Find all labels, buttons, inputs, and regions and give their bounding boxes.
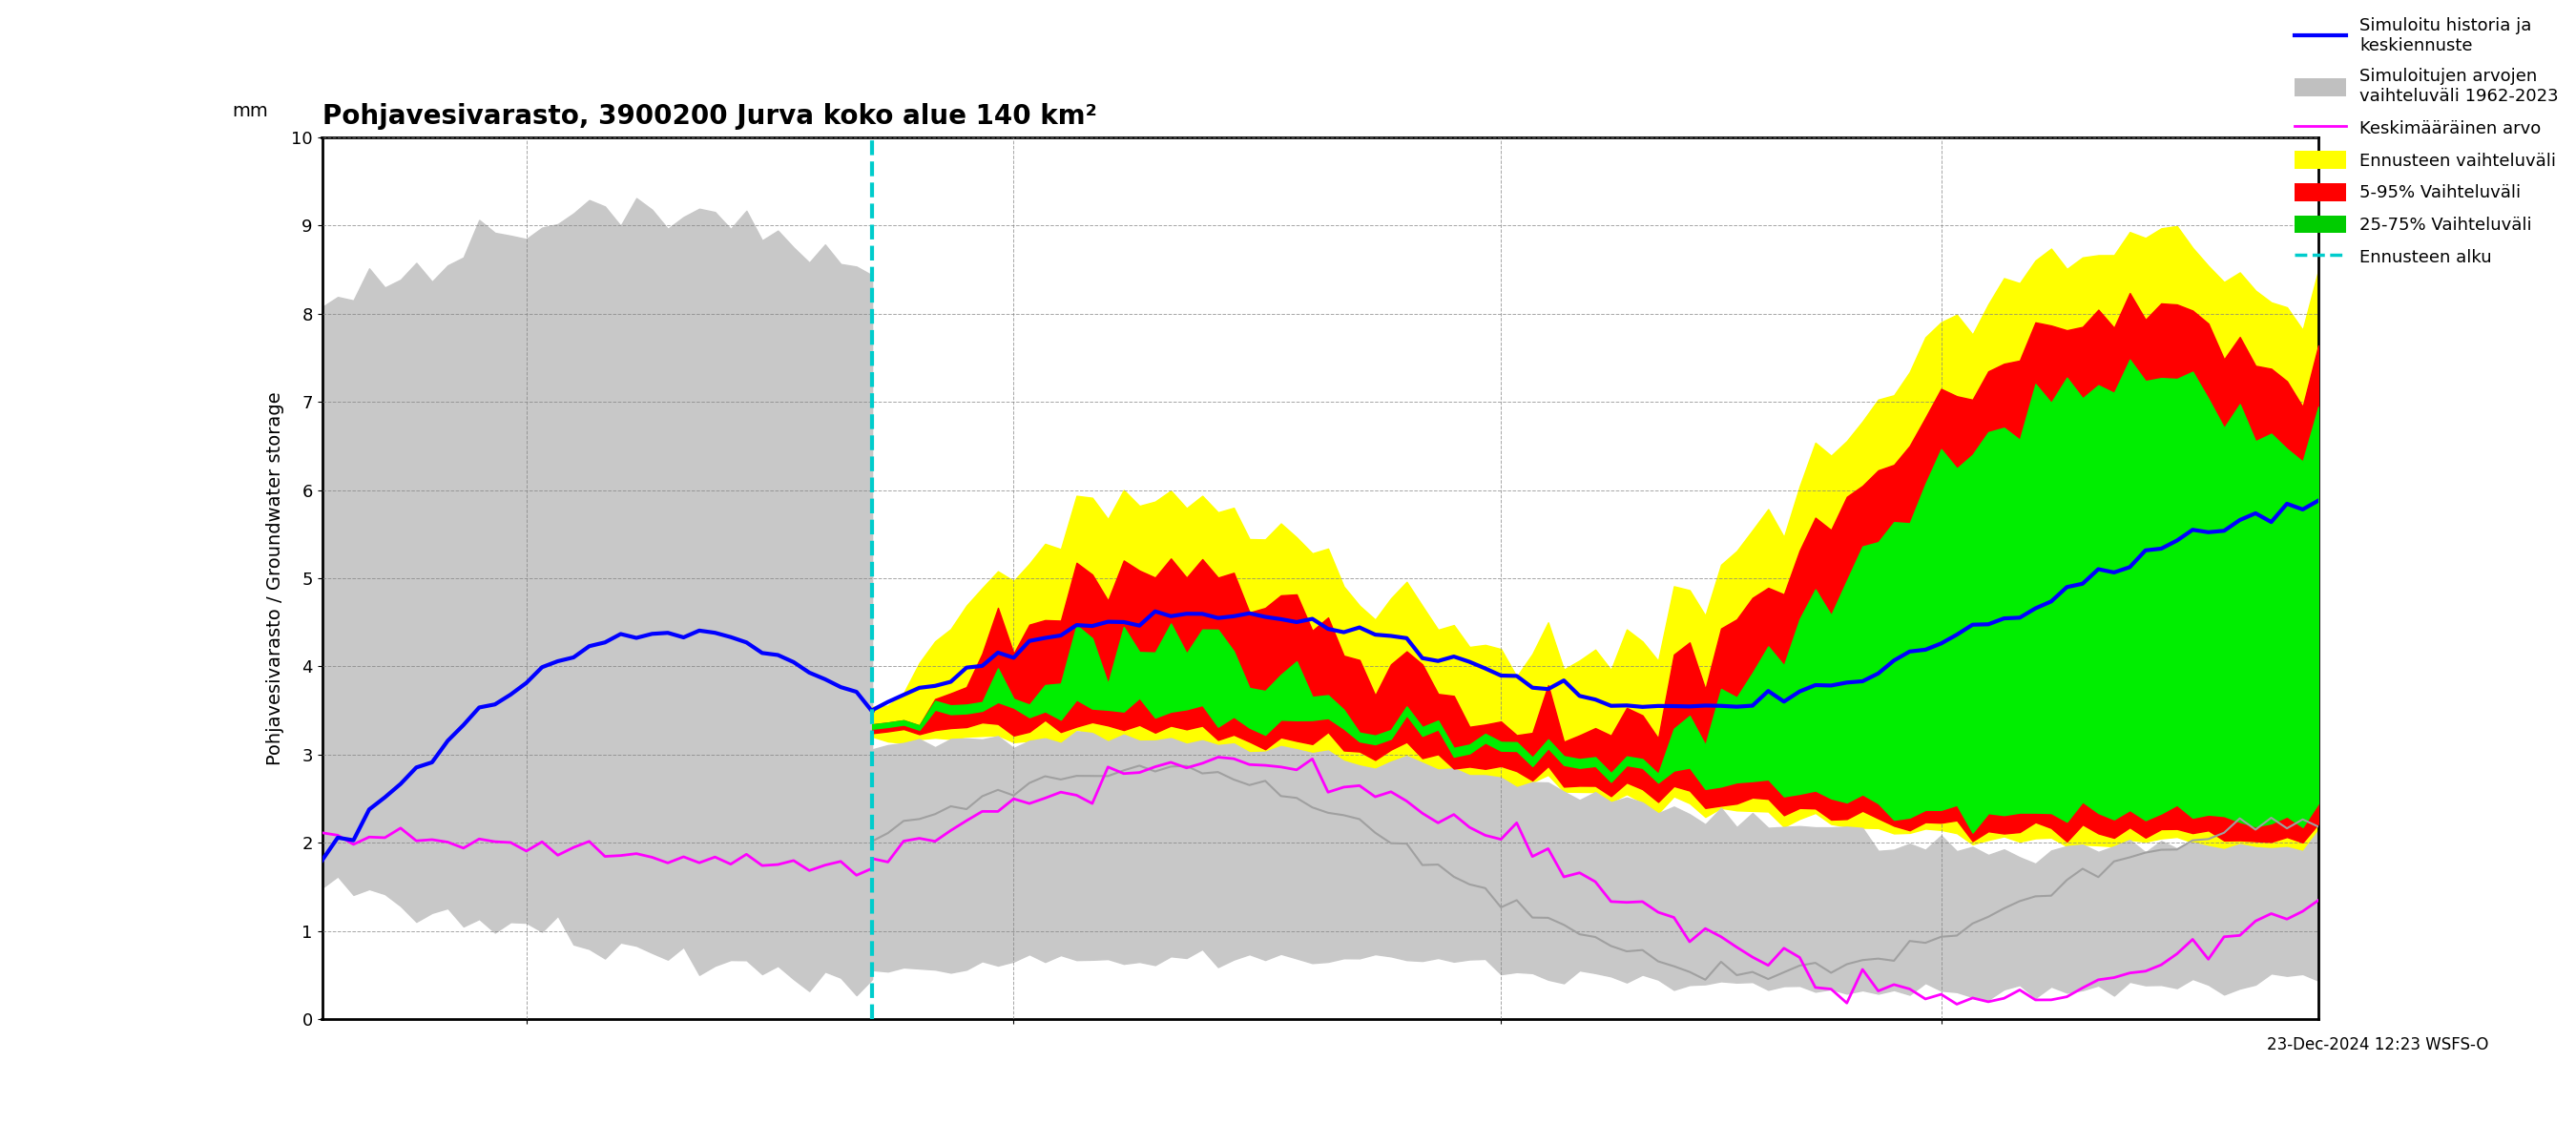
Text: Pohjavesivarasto, 3900200 Jurva koko alue 140 km²: Pohjavesivarasto, 3900200 Jurva koko alu… xyxy=(322,103,1097,129)
Text: mm: mm xyxy=(232,102,268,120)
Legend: Simuloitu historia ja
keskiennuste, Simuloitujen arvojen
vaihteluväli 1962-2023,: Simuloitu historia ja keskiennuste, Simu… xyxy=(2285,9,2568,275)
Text: 23-Dec-2024 12:23 WSFS-O: 23-Dec-2024 12:23 WSFS-O xyxy=(2267,1036,2488,1053)
Y-axis label: Pohjavesivarasto / Groundwater storage: Pohjavesivarasto / Groundwater storage xyxy=(265,392,283,765)
